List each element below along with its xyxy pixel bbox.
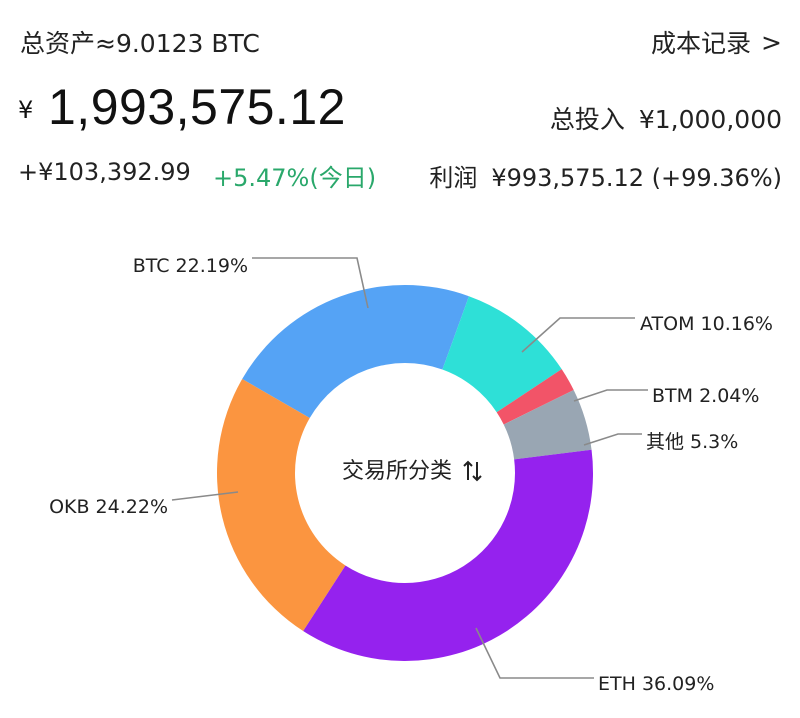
- center-label: 交易所分类: [342, 459, 452, 484]
- slice-label: ATOM 10.16%: [640, 313, 773, 335]
- total-assets-label: 总资产≈9.0123 BTC: [20, 29, 260, 58]
- chevron-right-icon: >: [761, 27, 782, 57]
- day-change-amount: +¥103,392.99: [18, 158, 191, 186]
- leader-line: [252, 257, 369, 309]
- day-change-percent: +5.47%(今日): [213, 164, 377, 192]
- total-invest-label: 总投入: [549, 105, 625, 134]
- currency-symbol: ¥: [18, 96, 34, 124]
- sort-toggle-icon: [463, 460, 482, 482]
- slice-eth[interactable]: [303, 449, 593, 662]
- total-value: 1,993,575.12: [48, 79, 346, 135]
- slice-atom[interactable]: [442, 296, 562, 413]
- slice-label: BTM 2.04%: [652, 385, 759, 407]
- leader-line: [583, 433, 642, 446]
- profit-value: ¥993,575.12 (+99.36%): [491, 164, 782, 192]
- total-invest: 总投入 ¥1,000,000: [550, 100, 782, 136]
- profit-label: 利润: [429, 164, 478, 192]
- donut-slices: [217, 285, 593, 662]
- slice-btc[interactable]: [242, 285, 469, 418]
- cost-record-label: 成本记录: [651, 29, 752, 58]
- slice-okb[interactable]: [217, 379, 346, 632]
- total-invest-value: ¥1,000,000: [638, 105, 782, 134]
- slice-label: BTC 22.19%: [133, 255, 248, 277]
- slice-other[interactable]: [503, 390, 592, 460]
- cost-record-link[interactable]: 成本记录 >: [651, 24, 782, 60]
- slice-leader-lines: [171, 257, 648, 679]
- slice-label: 其他 5.3%: [646, 431, 738, 453]
- slice-label: OKB 24.22%: [49, 496, 168, 518]
- slice-btm[interactable]: [496, 369, 574, 425]
- slice-labels: BTC 22.19% ATOM 10.16% BTM 2.04% 其他 5.3% ETH…: [49, 255, 773, 695]
- leader-line: [171, 491, 239, 501]
- leader-line: [521, 317, 635, 353]
- profit: 利润 ¥993,575.12 (+99.36%): [429, 158, 782, 193]
- leader-line: [573, 389, 648, 402]
- slice-label: ETH 36.09%: [598, 673, 714, 695]
- center-toggle[interactable]: 交易所分类: [342, 459, 482, 484]
- leader-line: [475, 627, 594, 679]
